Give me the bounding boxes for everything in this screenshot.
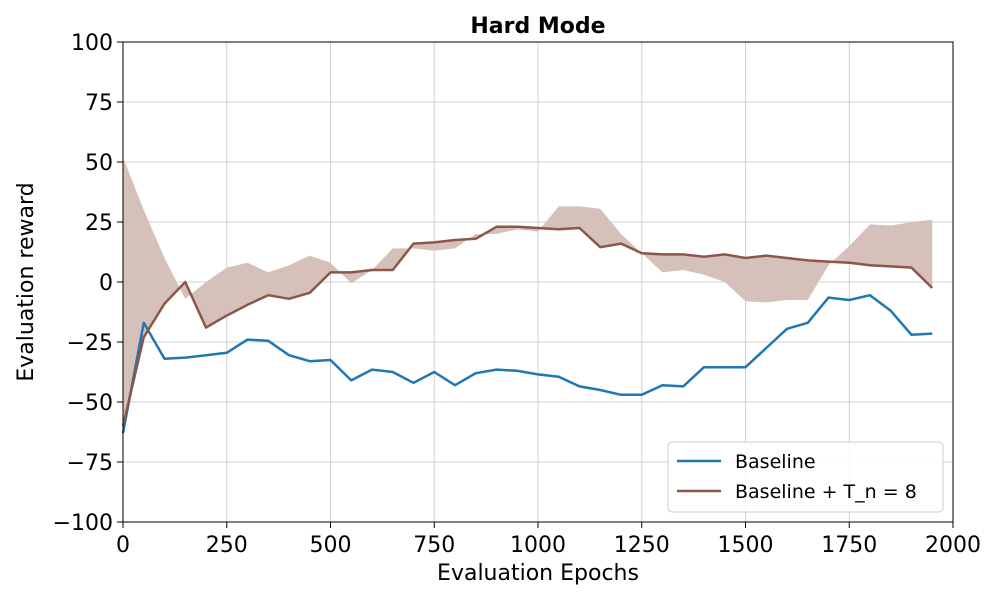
series-line xyxy=(121,293,933,434)
x-tick-label: 1250 xyxy=(614,533,670,558)
series-line xyxy=(121,225,934,427)
y-tick-label: −50 xyxy=(67,391,113,416)
x-tick-label: 1750 xyxy=(821,533,877,558)
x-axis-label: Evaluation Epochs xyxy=(437,561,639,586)
series-band xyxy=(123,157,933,426)
x-tick-label: 750 xyxy=(413,533,455,558)
confidence-band xyxy=(123,157,933,426)
y-tick-label: 0 xyxy=(99,271,113,296)
x-axis-ticks: 0 250 500 750 1000 1250 1500 1750 2000 xyxy=(116,522,981,558)
chart-title: Hard Mode xyxy=(470,14,605,39)
series-lines xyxy=(121,225,934,434)
legend-label: Baseline + T_n = 8 xyxy=(735,481,917,503)
x-tick-label: 1000 xyxy=(510,533,566,558)
x-tick-label: 2000 xyxy=(925,533,981,558)
legend: Baseline Baseline + T_n = 8 xyxy=(667,441,944,513)
y-tick-label: 50 xyxy=(85,151,113,176)
y-tick-label: 100 xyxy=(71,31,113,56)
x-tick-label: 0 xyxy=(116,533,130,558)
legend-label: Baseline xyxy=(735,451,816,473)
y-tick-label: −100 xyxy=(53,511,113,536)
y-tick-label: 75 xyxy=(85,91,113,116)
legend-box xyxy=(667,441,944,513)
x-tick-label: 1500 xyxy=(718,533,774,558)
y-axis-ticks: −100 −75 −50 −25 0 25 50 75 100 xyxy=(53,31,123,536)
x-tick-label: 250 xyxy=(206,533,248,558)
y-tick-label: 25 xyxy=(85,211,113,236)
y-tick-label: −75 xyxy=(67,451,113,476)
y-axis-label: Evaluation reward xyxy=(14,182,39,381)
y-tick-label: −25 xyxy=(67,331,113,356)
x-tick-label: 500 xyxy=(310,533,352,558)
